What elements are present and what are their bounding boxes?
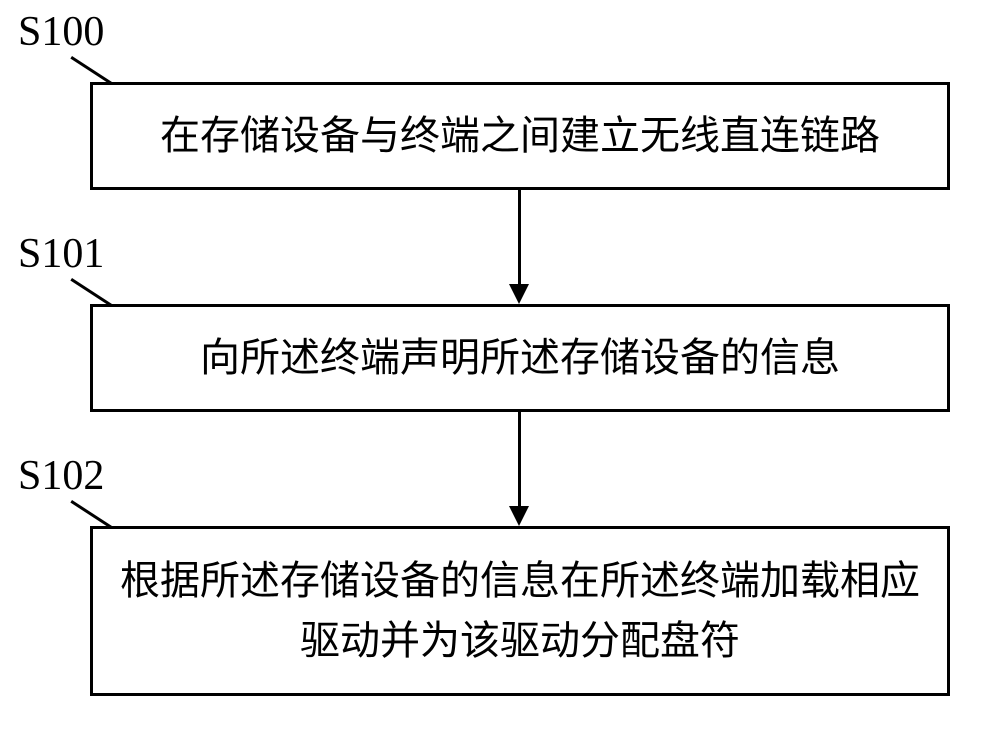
step-box-s101: 向所述终端声明所述存储设备的信息 (90, 304, 950, 412)
step-label-s100: S100 (18, 8, 104, 56)
flowchart-canvas: S100 在存储设备与终端之间建立无线直连链路 S101 向所述终端声明所述存储… (0, 0, 1000, 737)
step-text-s102: 根据所述存储设备的信息在所述终端加载相应驱动并为该驱动分配盘符 (113, 551, 927, 671)
arrowhead-s101-s102 (509, 506, 529, 526)
step-label-s102: S102 (18, 452, 104, 500)
edge-s100-s101 (518, 190, 521, 284)
step-box-s100: 在存储设备与终端之间建立无线直连链路 (90, 82, 950, 190)
edge-s101-s102 (518, 412, 521, 506)
step-text-s101: 向所述终端声明所述存储设备的信息 (200, 328, 840, 388)
step-label-s101: S101 (18, 230, 104, 278)
step-text-s100: 在存储设备与终端之间建立无线直连链路 (160, 106, 880, 166)
arrowhead-s100-s101 (509, 284, 529, 304)
step-box-s102: 根据所述存储设备的信息在所述终端加载相应驱动并为该驱动分配盘符 (90, 526, 950, 696)
